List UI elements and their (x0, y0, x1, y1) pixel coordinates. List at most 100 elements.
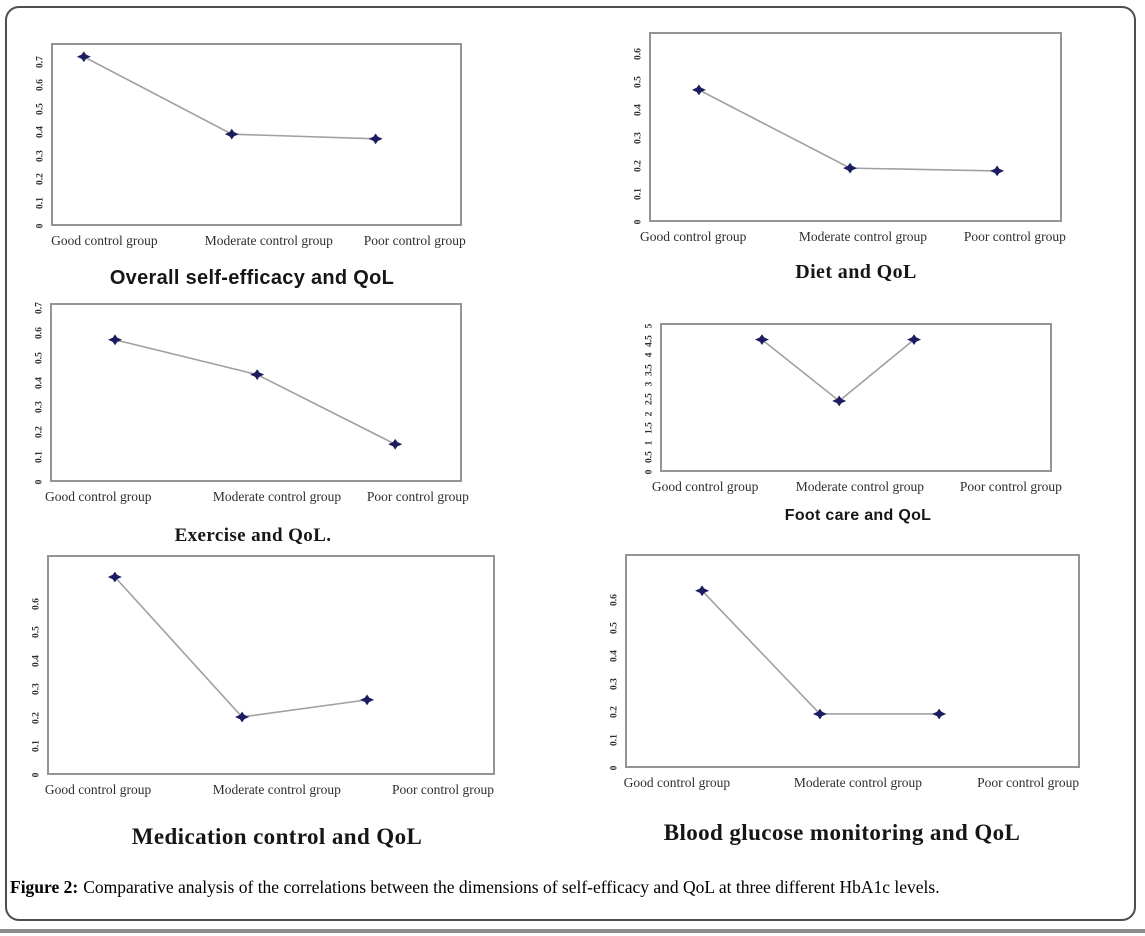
data-series-line (701, 590, 940, 715)
y-axis-tick-label: 0.5 (34, 351, 45, 364)
data-point-marker (224, 128, 239, 140)
y-axis-tick-label: 0.4 (633, 104, 644, 117)
y-axis-tick-label: 4 (644, 352, 655, 358)
y-axis-tick-label: 0.3 (633, 132, 644, 145)
y-axis-tick-label: 2.5 (644, 393, 655, 405)
y-axis-tick-label: 1 (644, 440, 655, 446)
y-axis-tick-label: 2 (644, 411, 655, 416)
y-axis-tick-label: 0.2 (34, 426, 45, 439)
x-axis-category-label: Moderate control group (204, 233, 333, 248)
data-point-marker (108, 334, 123, 346)
x-axis-category-label: Poor control group (959, 479, 1062, 494)
y-axis-tick-label: 0.6 (31, 597, 42, 610)
chart-title: Diet and QoL (795, 261, 917, 283)
y-axis-tick-label: 0.2 (633, 160, 644, 173)
data-point-marker (107, 571, 122, 583)
data-point-marker (990, 165, 1005, 177)
x-axis-category-label: Good control group (44, 489, 152, 504)
figure-bottom-rule (0, 929, 1145, 933)
y-axis-tick-label: 0 (35, 223, 46, 229)
y-axis-tick-label: 0.3 (31, 683, 42, 696)
data-point-marker (388, 438, 403, 450)
y-axis-tick-label: 0 (644, 469, 655, 475)
y-axis-tick-label: 0.4 (31, 654, 42, 667)
x-axis-category-label: Poor control group (392, 782, 495, 797)
y-axis-tick-label: 0.4 (34, 376, 45, 389)
plot-area (649, 32, 1062, 222)
x-axis-category-label: Good control group (639, 229, 747, 244)
plot-area (625, 554, 1080, 768)
y-axis-tick-label: 0.2 (31, 711, 42, 724)
y-axis-tick-label: 0.5 (31, 626, 42, 639)
y-axis-tick-label: 0.6 (35, 79, 46, 92)
y-axis-tick-label: 0.4 (609, 650, 620, 662)
data-point-marker (360, 694, 375, 706)
y-axis-tick-label: 0.2 (609, 706, 620, 718)
plot-area (51, 43, 462, 226)
x-axis-category-label: Moderate control group (212, 489, 342, 504)
y-axis-tick-label: 0.6 (609, 593, 620, 606)
y-axis-tick-label: 0.5 (609, 622, 620, 634)
data-point-marker (932, 708, 947, 720)
data-series-line (83, 56, 376, 140)
figure-caption-label: Figure 2: (10, 877, 79, 897)
data-series-line (761, 338, 915, 402)
data-point-marker (76, 51, 91, 63)
y-axis-tick-label: 0 (34, 479, 45, 485)
x-axis-category-label: Good control group (51, 233, 158, 248)
y-axis-tick-label: 5 (644, 323, 655, 329)
chart-medication-control: 0 0.1 0.2 0.3 0.4 0.5 0.6 Good control group Mod… (17, 545, 555, 860)
data-series-line (698, 89, 998, 172)
x-axis-category-label: Moderate control group (212, 782, 341, 797)
y-axis-tick-label: 0.2 (35, 173, 46, 185)
x-axis-category-label: Moderate control group (798, 229, 928, 244)
chart-diet: 0 0.1 0.2 0.3 0.4 0.5 0.6 Good control group Mod… (619, 22, 1122, 307)
x-axis-category-label: Poor control group (977, 775, 1080, 790)
data-point-marker (907, 334, 922, 346)
figure-caption: Figure 2: Comparative analysis of the cor… (10, 877, 1132, 898)
chart-title: Foot care and QoL (784, 507, 932, 524)
chart-exercise: 0 0.1 0.2 0.3 0.4 0.5 0.6 0.7 Good control group… (20, 293, 522, 567)
y-axis-tick-label: 0.5 (35, 102, 46, 115)
y-axis-tick-label: 0.6 (633, 48, 644, 61)
x-axis-category-label: Good control group (623, 775, 731, 790)
x-axis-category-label: Moderate control group (793, 775, 923, 790)
y-axis-tick-label: 0.7 (35, 55, 46, 68)
chart-title: Exercise and QoL. (174, 525, 332, 546)
chart-overall-self-efficacy: 0 0.1 0.2 0.3 0.4 0.5 0.6 0.7 Good control group… (21, 33, 522, 311)
y-axis-tick-label: 3 (644, 381, 655, 387)
chart-title: Overall self-efficacy and QoL (109, 267, 395, 289)
y-axis-tick-label: 0 (609, 765, 620, 771)
data-point-marker (812, 708, 827, 720)
y-axis-tick-label: 0.7 (34, 302, 45, 314)
data-point-marker (368, 133, 383, 145)
y-axis-tick-label: 0 (633, 219, 644, 225)
y-axis-tick-label: 0.1 (633, 188, 644, 200)
chart-title: Blood glucose monitoring and QoL (663, 820, 1021, 845)
y-axis-tick-label: 0.1 (34, 451, 45, 464)
y-axis-tick-label: 0.4 (35, 126, 46, 139)
y-axis-tick-label: 0.5 (633, 76, 644, 89)
chart-title: Medication control and QoL (131, 824, 423, 849)
y-axis-tick-label: 0.1 (609, 734, 620, 746)
y-axis-tick-label: 0.5 (644, 451, 655, 464)
data-point-marker (843, 162, 858, 174)
y-axis-tick-label: 4.5 (644, 334, 655, 347)
data-point-marker (754, 334, 769, 346)
x-axis-category-label: Good control group (44, 782, 152, 797)
data-point-marker (250, 369, 265, 381)
plot-area (50, 303, 462, 482)
x-axis-category-label: Poor control group (366, 489, 469, 504)
figure-caption-text: Comparative analysis of the correlations… (83, 877, 940, 897)
chart-foot-care: 0 0.5 1 1.5 2 2.5 3 3.5 4 4.5 5 Good control group M… (630, 313, 1112, 557)
y-axis-tick-label: 0.1 (35, 196, 46, 209)
x-axis-category-label: Good control group (651, 479, 759, 494)
data-series-line (114, 576, 368, 718)
y-axis-tick-label: 0.6 (34, 326, 45, 339)
y-axis-tick-label: 0.3 (609, 678, 620, 690)
y-axis-tick-label: 0 (31, 772, 42, 778)
data-series-line (114, 339, 396, 445)
y-axis-tick-label: 3.5 (644, 363, 655, 376)
y-axis-tick-label: 0.1 (31, 740, 42, 753)
plot-area (660, 323, 1052, 472)
